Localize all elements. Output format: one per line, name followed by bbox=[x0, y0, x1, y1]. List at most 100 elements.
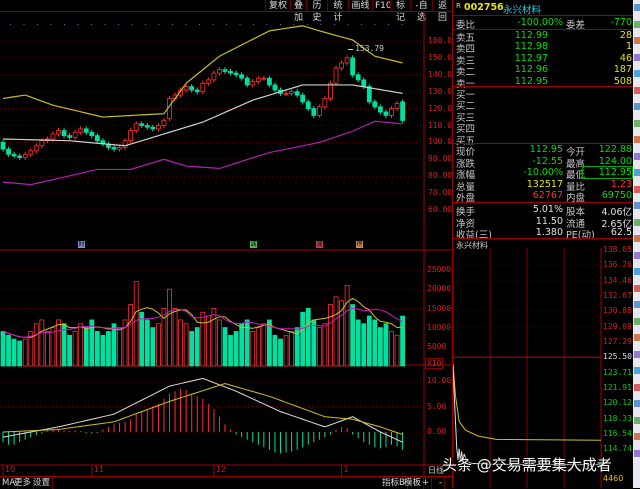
volume-bar bbox=[294, 327, 300, 367]
signal-dot bbox=[104, 24, 106, 25]
sidebar-tool-icon[interactable] bbox=[634, 53, 640, 61]
bottom-right-button-3[interactable]: - bbox=[437, 477, 446, 489]
sidebar-tool-icon[interactable] bbox=[634, 433, 640, 440]
event-marker[interactable]: 财 bbox=[78, 241, 85, 248]
sidebar-tool-icon[interactable] bbox=[634, 383, 640, 391]
candle bbox=[266, 77, 272, 86]
sidebar-tool-icon[interactable] bbox=[634, 119, 640, 127]
sidebar-tool-icon[interactable] bbox=[634, 86, 640, 94]
volume-bar bbox=[144, 319, 150, 367]
sidebar-tool-icon[interactable] bbox=[634, 136, 640, 143]
toolbar-button-5[interactable]: F10 bbox=[372, 0, 392, 12]
boll-lower-line bbox=[2, 120, 403, 186]
ask-volume: 508 bbox=[613, 75, 632, 87]
date-label: 10 bbox=[5, 465, 16, 474]
sidebar-tool-icon[interactable] bbox=[634, 367, 640, 374]
stat-value: 112.95 bbox=[529, 144, 563, 155]
volume-bar bbox=[39, 319, 45, 367]
sidebar-tool-icon[interactable] bbox=[634, 37, 640, 44]
right-tool-sidebar[interactable] bbox=[633, 0, 640, 488]
toolbar-button-2[interactable]: 历史 bbox=[306, 0, 327, 23]
sidebar-tool-icon[interactable] bbox=[634, 20, 640, 28]
candle bbox=[72, 131, 78, 138]
stat-value: 124.00 bbox=[598, 155, 632, 167]
candle bbox=[150, 126, 156, 130]
candle bbox=[294, 91, 300, 96]
quote-panel: R 002756 永兴材料 委比 -100.00% 委差 -770 卖五 112.… bbox=[452, 0, 634, 488]
bottom-right-button-1[interactable]: 模板 bbox=[402, 477, 425, 489]
toolbar-button-1[interactable]: 叠加 bbox=[290, 0, 306, 23]
bid-label: 买二 bbox=[456, 101, 476, 113]
candle bbox=[361, 79, 367, 88]
toolbar-button-7[interactable]: -自选 bbox=[410, 0, 432, 23]
macd-tick: 0.00 bbox=[427, 427, 447, 436]
sidebar-tool-icon[interactable] bbox=[634, 334, 640, 341]
intraday-volume-tick: 4460 bbox=[603, 474, 624, 483]
kline-chart-area[interactable] bbox=[0, 12, 452, 476]
sidebar-tool-icon[interactable] bbox=[634, 400, 640, 407]
candle bbox=[211, 72, 217, 81]
event-marker[interactable]: 诚 bbox=[250, 241, 257, 248]
volume-bar bbox=[100, 334, 106, 367]
ask-price: 112.97 bbox=[514, 52, 548, 64]
candle bbox=[305, 101, 311, 109]
sidebar-tool-icon[interactable] bbox=[634, 235, 640, 242]
bottom-right-button-2[interactable]: + bbox=[420, 477, 433, 489]
volume-bar bbox=[311, 319, 317, 367]
event-marker[interactable]: 涨 bbox=[316, 241, 323, 248]
bottom-button-2[interactable]: 设置 bbox=[31, 477, 54, 489]
sidebar-tool-icon[interactable] bbox=[634, 449, 640, 457]
fundamental-label: 换手 bbox=[456, 207, 476, 218]
toolbar-button-8[interactable]: 返回 bbox=[432, 0, 452, 23]
event-marker[interactable]: 榜 bbox=[356, 241, 363, 248]
sidebar-tool-icon[interactable] bbox=[634, 284, 640, 292]
toolbar-button-0[interactable]: 复权 bbox=[265, 0, 290, 12]
bottom-button-0[interactable]: MA bbox=[0, 477, 19, 489]
volume-bar bbox=[183, 323, 189, 367]
sidebar-tool-icon[interactable] bbox=[634, 317, 640, 325]
sidebar-tool-icon[interactable] bbox=[634, 185, 640, 193]
candle bbox=[217, 69, 222, 74]
ask-label: 卖二 bbox=[456, 67, 476, 79]
stock-name: 永兴材料 bbox=[503, 5, 542, 16]
volume-bar bbox=[133, 281, 139, 367]
signal-dot bbox=[199, 24, 200, 25]
toolbar-button-6[interactable]: 标记 bbox=[390, 0, 410, 23]
volume-bar bbox=[22, 338, 28, 367]
candle bbox=[39, 140, 45, 147]
sidebar-tool-icon[interactable] bbox=[634, 169, 640, 176]
intraday-price-tick: 132.67 bbox=[603, 290, 632, 300]
intraday-chart[interactable] bbox=[453, 248, 634, 488]
ask-label: 卖一 bbox=[456, 78, 476, 90]
volume-bar bbox=[150, 327, 156, 367]
volume-bar bbox=[394, 334, 400, 367]
sidebar-tool-icon[interactable] bbox=[634, 70, 640, 77]
intraday-price-tick: 130.88 bbox=[603, 306, 632, 316]
volume-bar bbox=[194, 327, 200, 367]
toolbar-button-4[interactable]: 画线 bbox=[348, 0, 372, 12]
candle bbox=[139, 123, 145, 126]
volume-bar bbox=[250, 331, 256, 367]
macd-tick: 5.00 bbox=[427, 401, 447, 411]
volume-bar bbox=[322, 323, 328, 367]
sidebar-tool-icon[interactable] bbox=[634, 268, 640, 275]
sidebar-tool-icon[interactable] bbox=[634, 251, 640, 259]
sidebar-tool-icon[interactable] bbox=[634, 301, 640, 308]
sidebar-tool-icon[interactable] bbox=[634, 416, 640, 424]
sidebar-tool-icon[interactable] bbox=[634, 103, 640, 110]
volume-bar bbox=[200, 311, 206, 367]
sidebar-tool-icon[interactable] bbox=[634, 218, 640, 226]
sidebar-tool-icon[interactable] bbox=[634, 4, 640, 11]
volume-bar bbox=[266, 319, 272, 367]
volume-bar bbox=[178, 319, 184, 367]
candle bbox=[56, 130, 61, 135]
candle bbox=[311, 108, 317, 116]
bottom-button-1[interactable]: 更多 bbox=[12, 477, 35, 489]
sidebar-tool-icon[interactable] bbox=[634, 152, 640, 160]
signal-dot bbox=[77, 24, 79, 25]
sidebar-tool-icon[interactable] bbox=[634, 350, 640, 358]
toolbar-button-3[interactable]: 统计 bbox=[327, 0, 348, 23]
sidebar-tool-icon[interactable] bbox=[634, 202, 640, 209]
volume-bar bbox=[161, 307, 167, 367]
bottom-right-button-0[interactable]: 指标B bbox=[380, 477, 408, 489]
